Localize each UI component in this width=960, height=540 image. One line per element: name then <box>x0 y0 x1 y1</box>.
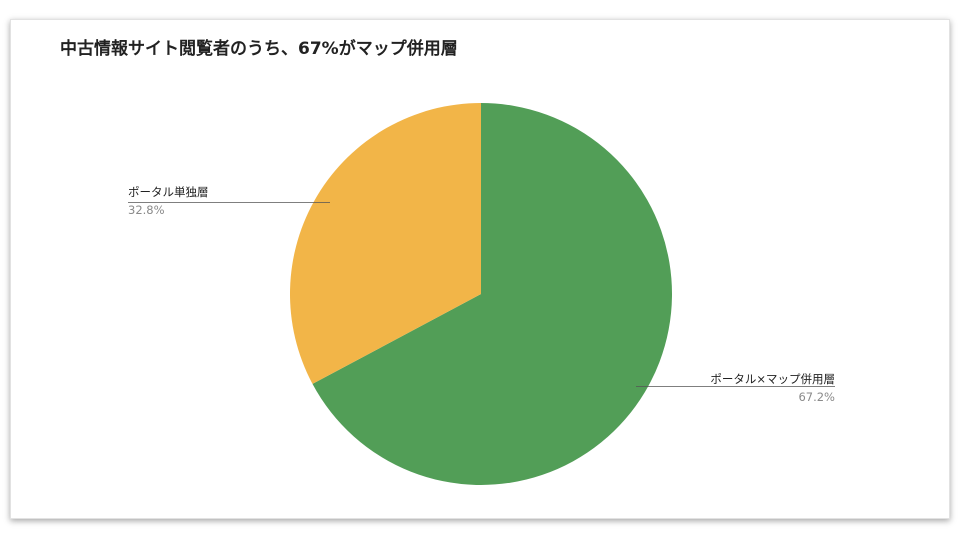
slice-label-portal-only: ポータル単独層 <box>128 185 209 199</box>
label-portal-only: ポータル単独層 32.8% <box>128 185 330 217</box>
chart-title: 中古情報サイト閲覧者のうち、67%がマップ併用層 <box>60 39 458 59</box>
slice-value-portal-only: 32.8% <box>128 203 165 217</box>
pie-slices <box>289 103 672 485</box>
label-portal-map: ポータル×マップ併用層 67.2% <box>636 372 835 404</box>
slice-portal-only <box>289 103 481 384</box>
slice-value-portal-map: 67.2% <box>798 390 835 404</box>
slice-portal-map <box>312 103 672 485</box>
slice-label-portal-map: ポータル×マップ併用層 <box>710 372 835 386</box>
